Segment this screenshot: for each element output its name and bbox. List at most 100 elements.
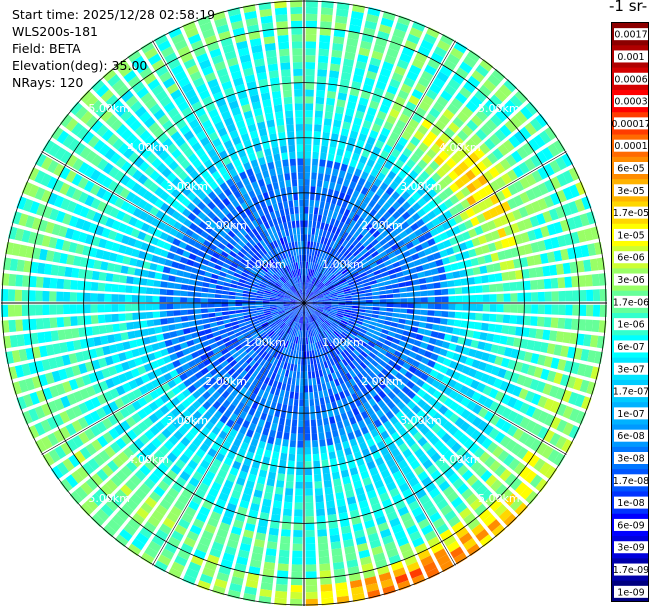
ray-gate [48, 357, 58, 370]
ray-gate [434, 457, 446, 469]
ray-gate [492, 445, 504, 458]
ray-gate [298, 323, 301, 331]
ray-gate [104, 445, 116, 458]
ray-gate [242, 309, 250, 313]
ray-gate [321, 288, 328, 293]
ray-gate [591, 319, 600, 333]
ray-gate [151, 59, 165, 72]
ray-gate [53, 413, 64, 427]
ray-gate [453, 214, 464, 224]
ray-gate [480, 489, 493, 502]
ray-gate [242, 290, 251, 295]
ray-gate [130, 368, 140, 378]
ray-gate [236, 285, 245, 290]
ray-gate [360, 410, 369, 420]
ray-gate [166, 469, 178, 481]
ray-gate [465, 329, 474, 338]
ray-gate [283, 303, 291, 306]
ray-gate [214, 247, 223, 255]
ray-gate [1, 288, 9, 302]
ray-gate [503, 304, 511, 313]
ray-gate [180, 309, 188, 316]
ray-gate [45, 250, 55, 262]
ray-gate [162, 332, 171, 340]
ray-gate [331, 168, 339, 177]
ray-gate [290, 299, 298, 302]
ray-gate [430, 143, 442, 154]
ray-gate [82, 130, 95, 144]
ray-gate [310, 186, 316, 194]
ray-gate [312, 158, 319, 166]
ray-gate [421, 214, 431, 224]
ray-gate [144, 214, 155, 224]
ray-gate [425, 482, 437, 493]
ray-gate [240, 441, 249, 451]
ray-gate [202, 318, 210, 324]
ray-gate [235, 214, 243, 223]
ray-gate [184, 265, 193, 273]
ray-gate [343, 290, 352, 295]
ray-gate [173, 165, 184, 176]
ray-gate [432, 252, 442, 260]
ray-gate [483, 424, 494, 436]
ray-gate [282, 244, 287, 252]
ray-gate [321, 347, 327, 355]
ray-gate [259, 268, 267, 275]
ray-gate [225, 434, 235, 444]
ray-gate [454, 417, 465, 428]
ray-gate [511, 150, 523, 163]
ray-gate [304, 220, 308, 228]
ray-gate [529, 378, 540, 391]
ray-gate [120, 394, 131, 406]
ray-gate [312, 151, 319, 160]
ray-gate [147, 540, 162, 553]
ray-gate [105, 479, 118, 492]
ray-gate [289, 440, 296, 448]
ray-gate [267, 347, 274, 355]
ray-gate [502, 314, 511, 324]
ray-gate [245, 413, 253, 423]
ray-gate [248, 249, 256, 257]
ray-gate [189, 326, 198, 333]
ray-gate [399, 353, 408, 361]
ray-gate [199, 136, 211, 147]
ray-gate [118, 373, 128, 384]
ray-gate [293, 314, 298, 322]
ray-gate [114, 58, 129, 72]
ray-gate [396, 216, 406, 225]
ray-gate [140, 222, 151, 233]
ray-gate [22, 275, 30, 287]
ray-gate [382, 10, 396, 21]
ray-gate [273, 273, 280, 280]
ray-gate [535, 113, 549, 128]
ray-gate [306, 316, 309, 324]
ray-gate [510, 293, 518, 302]
ray-gate [304, 179, 310, 187]
ray-gate [310, 298, 318, 301]
ray-gate [461, 312, 469, 320]
ray-gate [293, 284, 298, 292]
ray-gate [182, 20, 197, 32]
ray-gate [404, 256, 414, 263]
ray-gate [229, 238, 238, 247]
ray-gate [224, 234, 232, 242]
ray-gate [221, 515, 233, 526]
ray-gate [492, 334, 502, 344]
ray-gate [162, 119, 174, 131]
ray-gate [73, 390, 84, 403]
ray-gate [278, 329, 284, 337]
ray-gate [122, 255, 131, 265]
ray-gate [290, 300, 298, 302]
ray-gate [266, 235, 273, 244]
ray-gate [415, 218, 425, 228]
ray-gate [280, 313, 287, 318]
ray-gate [334, 442, 343, 451]
ray-gate [542, 210, 553, 223]
ray-gate [135, 338, 145, 347]
ray-gate [191, 332, 200, 339]
ray-gate [358, 306, 366, 310]
ray-gate [349, 378, 357, 387]
ray-gate [290, 591, 303, 600]
ray-gate [314, 398, 320, 406]
ray-gate [409, 64, 422, 76]
